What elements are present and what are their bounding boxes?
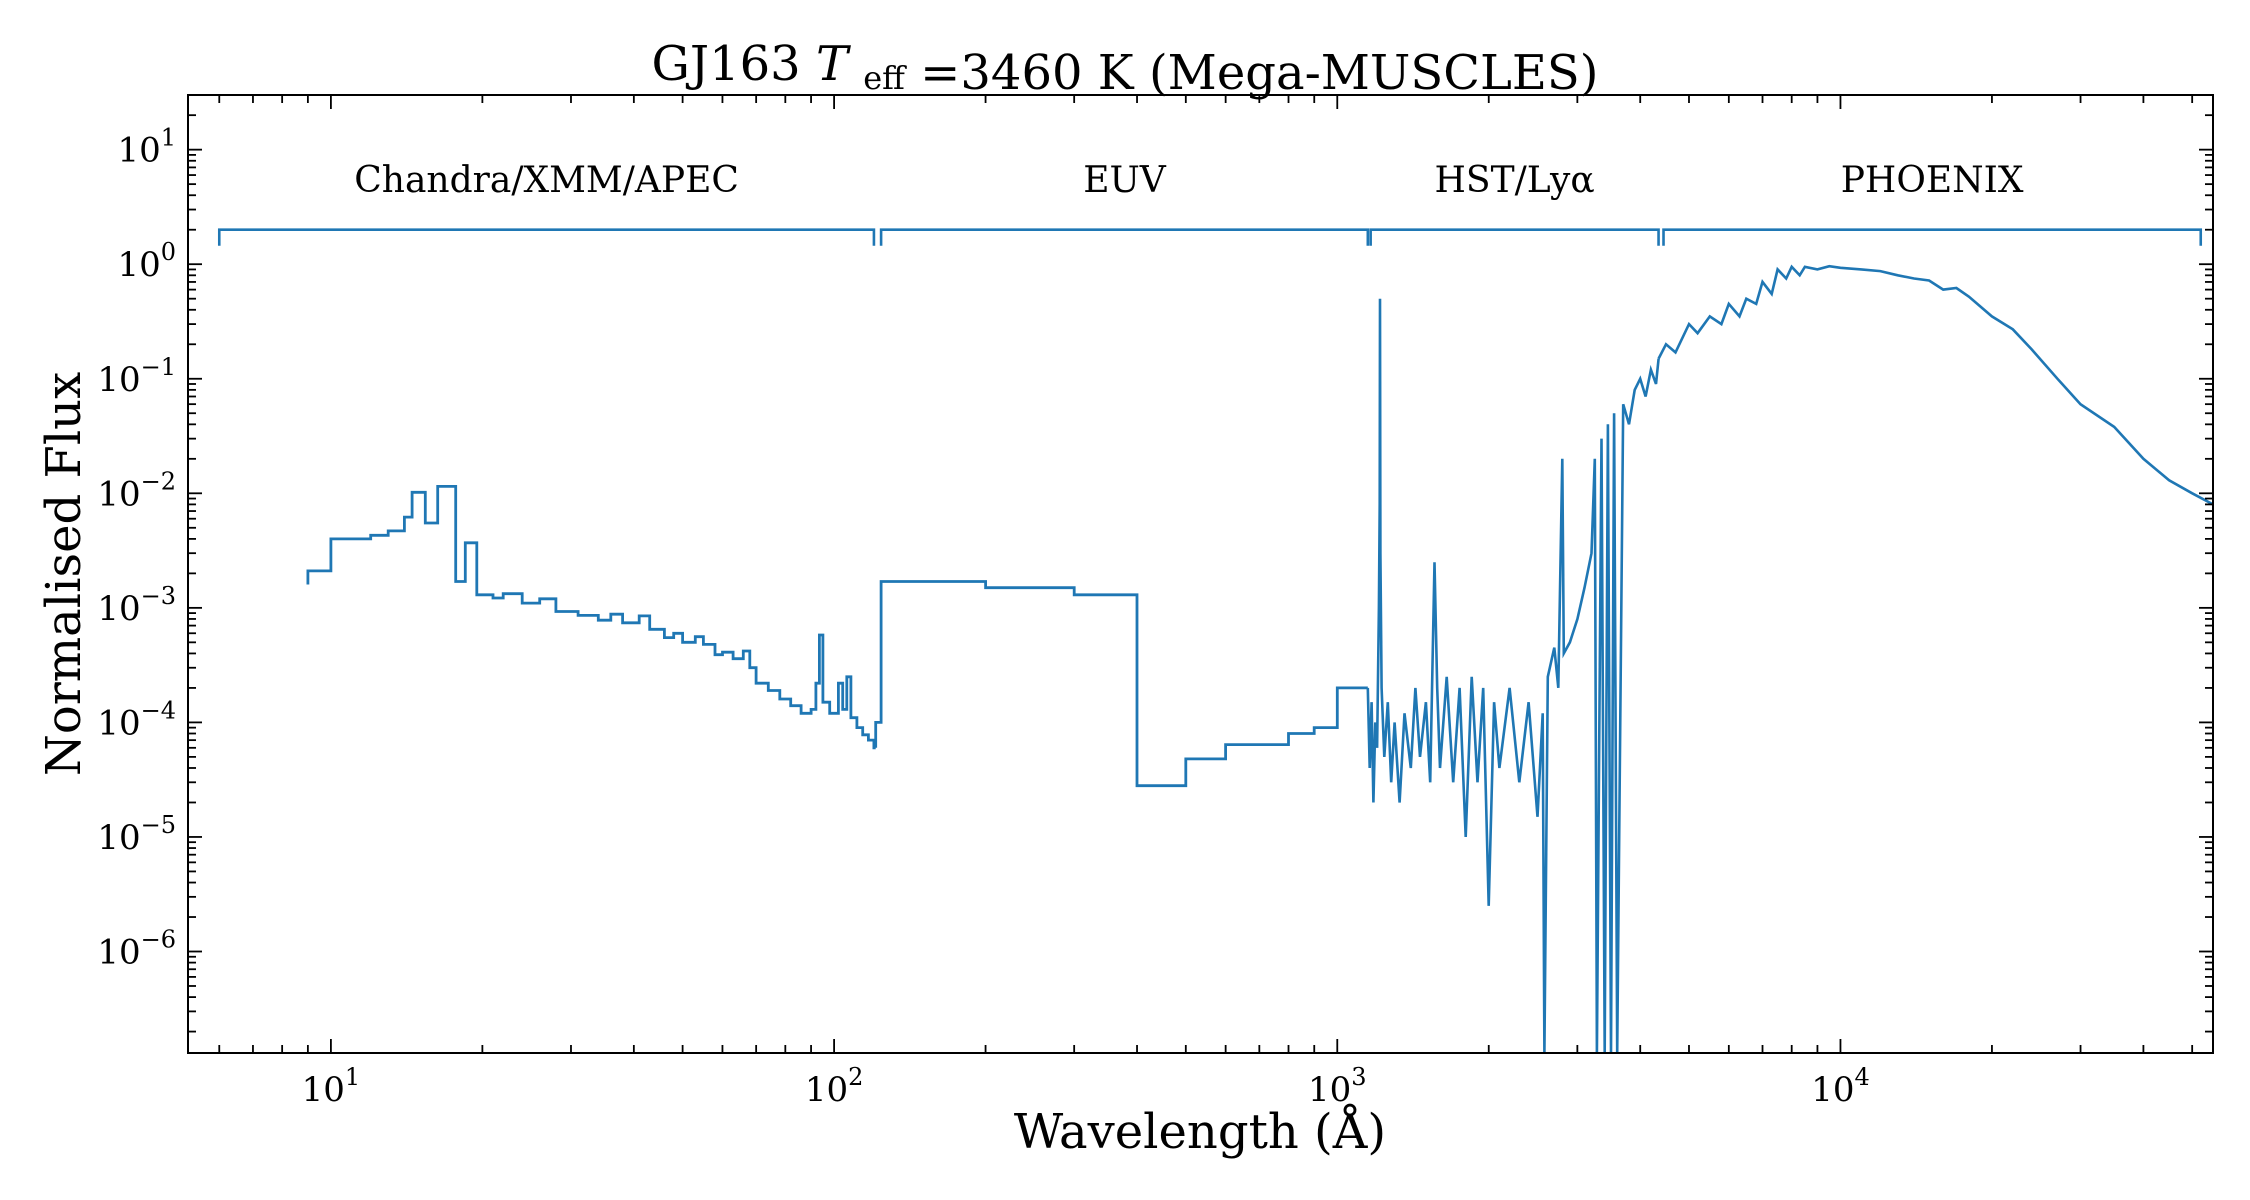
axis-ticks: 101 102 103 104 10−6 10−5 10−4 10−3 10−2 10−1 100 1… — [97, 94, 2213, 1110]
title-star: GJ163 — [651, 36, 800, 92]
region-brackets: Chandra/XMM/APEC EUV HST/Lyα PHOENIX — [217, 160, 2203, 246]
region-bracket-1: EUV — [879, 160, 1370, 246]
y-tick-label: 10−6 — [97, 926, 176, 973]
x-tick-label: 102 — [805, 1063, 864, 1110]
y-tick-label: 10−4 — [97, 696, 176, 743]
title-teff-subscript: eff — [863, 59, 907, 97]
y-tick-label: 101 — [117, 124, 176, 171]
y-tick-label: 10−2 — [97, 467, 176, 514]
spectrum-series-euv — [874, 580, 1368, 788]
region-bracket-line — [1369, 228, 1660, 246]
region-label: PHOENIX — [1841, 160, 2024, 201]
y-axis-title: Normalised Flux — [36, 372, 92, 776]
region-bracket-line — [1662, 228, 2203, 246]
title-survey: (Mega-MUSCLES) — [1149, 45, 1599, 101]
x-axis-title: Wavelength (Å) — [1014, 1103, 1386, 1160]
y-tick-label: 100 — [117, 238, 176, 285]
title-teff-value: =3460 K — [920, 45, 1135, 101]
x-tick-label: 101 — [302, 1063, 361, 1110]
plot-frame — [187, 94, 2214, 1054]
chart-title: GJ163 T eff =3460 K (Mega-MUSCLES) — [651, 36, 1598, 101]
region-bracket-line — [879, 228, 1370, 246]
title-teff-symbol: T — [816, 36, 851, 92]
x-tick-label: 104 — [1811, 1063, 1870, 1110]
y-tick-label: 10−5 — [97, 811, 176, 858]
region-label: Chandra/XMM/APEC — [354, 160, 739, 201]
region-bracket-0: Chandra/XMM/APEC — [217, 160, 876, 246]
data-layer — [306, 264, 2214, 1054]
spectrum-series-hst — [1366, 298, 1660, 1054]
spectrum-series-x-ray — [306, 485, 876, 750]
region-bracket-3: PHOENIX — [1662, 160, 2203, 246]
x-tick-label: 103 — [1308, 1063, 1367, 1110]
spectrum-series-phoenix — [1657, 264, 2214, 506]
region-bracket-line — [217, 228, 876, 246]
region-label: EUV — [1083, 160, 1167, 201]
y-tick-label: 10−3 — [97, 582, 176, 629]
region-label: HST/Lyα — [1435, 160, 1595, 201]
y-tick-label: 10−1 — [97, 353, 176, 400]
region-bracket-2: HST/Lyα — [1369, 160, 1660, 246]
